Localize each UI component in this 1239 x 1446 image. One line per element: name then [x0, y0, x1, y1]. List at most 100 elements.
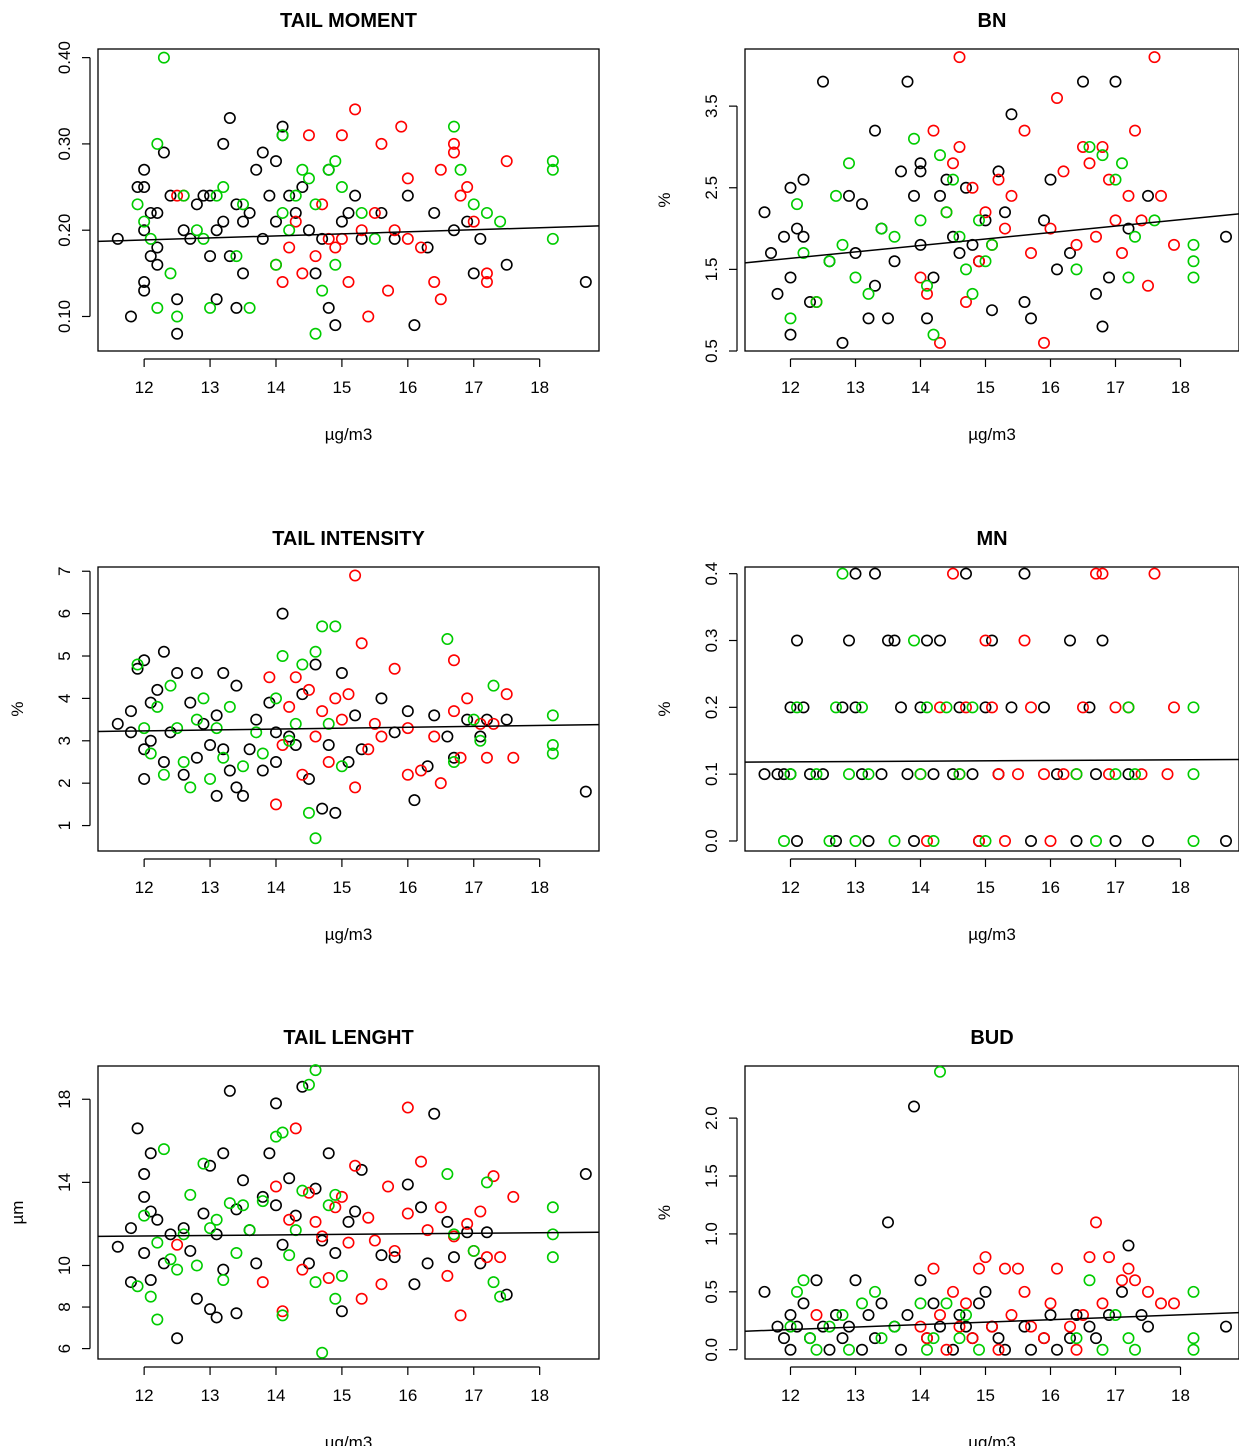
data-point-red	[985, 701, 998, 714]
data-point-black	[901, 1308, 914, 1321]
data-point-green	[790, 198, 803, 211]
data-point-black	[1051, 1343, 1064, 1356]
chart-title: BUD	[970, 1027, 1013, 1049]
data-point-black	[124, 705, 137, 718]
data-point-green	[927, 328, 940, 341]
data-point-green	[276, 650, 289, 663]
data-point-red	[329, 1201, 342, 1214]
data-point-black	[375, 692, 388, 705]
data-point-green	[546, 1251, 559, 1264]
data-point-black	[810, 1274, 823, 1287]
y-tick-label: 2.0	[702, 1106, 721, 1130]
x-axis: 12 13 14 15 16 17 18 µg/m3	[135, 358, 549, 444]
x-tick-label: 14	[911, 878, 930, 897]
data-point-black	[1122, 768, 1135, 781]
data-point-green	[171, 310, 184, 323]
data-point-black	[316, 232, 329, 245]
data-point-green	[335, 760, 348, 773]
data-point-red	[1011, 768, 1024, 781]
data-point-green	[131, 658, 144, 671]
data-point-black	[401, 1178, 414, 1191]
data-point-green	[217, 751, 230, 764]
data-point-black	[894, 165, 907, 178]
data-point-red	[1116, 247, 1129, 260]
data-point-red	[959, 701, 972, 714]
data-point-black	[428, 206, 441, 219]
y-tick-label: 5	[55, 651, 74, 660]
x-tick-label: 13	[846, 878, 865, 897]
data-point-black	[480, 1226, 493, 1239]
data-point-black	[1025, 1343, 1038, 1356]
regression-line	[97, 723, 600, 733]
data-point-black	[894, 1343, 907, 1356]
x-axis: 12 13 14 15 16 17 18 µg/m3	[781, 1366, 1190, 1446]
data-point-black	[283, 730, 296, 743]
data-point-black	[441, 1215, 454, 1228]
data-point-red	[283, 241, 296, 254]
data-point-green	[329, 1292, 342, 1305]
data-points	[111, 51, 592, 340]
data-point-black	[907, 189, 920, 202]
data-point-red	[487, 717, 500, 730]
data-point-black	[111, 717, 124, 730]
data-point-red	[1122, 1262, 1135, 1275]
data-point-black	[269, 1199, 282, 1212]
data-point-black	[408, 1278, 421, 1291]
data-points	[758, 567, 1233, 847]
data-point-black	[842, 189, 855, 202]
data-point-green	[250, 726, 263, 739]
data-point-green	[329, 258, 342, 271]
data-point-black	[797, 230, 810, 243]
data-point-black	[901, 768, 914, 781]
data-point-red	[1005, 1308, 1018, 1321]
data-point-black	[283, 189, 296, 202]
data-point-black	[1005, 701, 1018, 714]
data-point-red	[480, 751, 493, 764]
plot-frame	[97, 1065, 600, 1360]
data-point-black	[342, 206, 355, 219]
x-tick-label: 12	[135, 378, 154, 397]
data-point-black	[335, 1305, 348, 1318]
data-point-green	[217, 1274, 230, 1287]
data-point-red	[256, 1276, 269, 1289]
data-point-black	[138, 772, 151, 785]
data-point-black	[243, 743, 256, 756]
data-point-red	[276, 275, 289, 288]
data-point-red	[1096, 140, 1109, 153]
data-point-black	[322, 1147, 335, 1160]
y-tick-label: 0.2	[702, 696, 721, 720]
data-point-green	[276, 1126, 289, 1139]
x-axis-label: µg/m3	[325, 925, 373, 944]
data-point-red	[979, 1251, 992, 1264]
data-point-black	[144, 1274, 157, 1287]
data-point-black	[204, 250, 217, 263]
data-point-green	[368, 232, 381, 245]
data-point-black	[388, 1251, 401, 1264]
y-tick-label: 18	[55, 1090, 74, 1109]
data-point-red	[401, 232, 414, 245]
data-point-black	[210, 789, 223, 802]
regression-line	[744, 758, 1239, 763]
data-point-red	[296, 267, 309, 280]
data-point-green	[888, 834, 901, 847]
data-point-red	[309, 730, 322, 743]
data-point-black	[855, 1343, 868, 1356]
data-point-green	[335, 1269, 348, 1282]
data-point-black	[998, 1343, 1011, 1356]
data-point-black	[790, 834, 803, 847]
data-point-black	[784, 701, 797, 714]
data-point-green	[151, 1313, 164, 1326]
data-point-red	[480, 1251, 493, 1264]
data-point-black	[447, 1251, 460, 1264]
chart-title: TAIL LENGHT	[283, 1027, 413, 1049]
data-point-black	[474, 730, 487, 743]
data-point-black	[790, 222, 803, 235]
data-point-green	[151, 301, 164, 314]
data-point-red	[283, 700, 296, 713]
data-point-red	[335, 713, 348, 726]
data-point-black	[985, 634, 998, 647]
data-point-green	[190, 224, 203, 237]
data-point-black	[184, 1244, 197, 1257]
y-tick-label: 0.20	[55, 214, 74, 247]
data-point-green	[467, 713, 480, 726]
